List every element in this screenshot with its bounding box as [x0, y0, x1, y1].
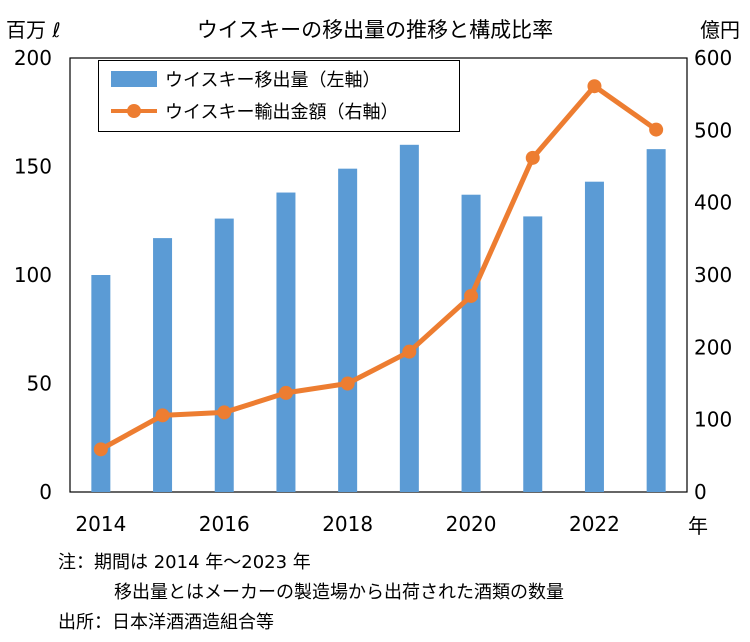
right-tick-300: 300 — [694, 263, 732, 287]
right-tick-200: 200 — [694, 335, 732, 359]
export-point-2017 — [278, 385, 293, 400]
x-tick-2016: 2016 — [199, 512, 250, 536]
bar-2021 — [523, 216, 543, 492]
bar-2014 — [91, 275, 111, 492]
right-tick-400: 400 — [694, 191, 732, 215]
bar-2023 — [646, 149, 666, 492]
left-tick-200: 200 — [14, 46, 52, 70]
export-point-2021 — [525, 150, 540, 165]
note-period: 注：期間は 2014 年～2023 年 — [58, 552, 311, 573]
legend-label-export: ウイスキー輸出金額（右軸） — [165, 102, 399, 123]
x-tick-2014: 2014 — [75, 512, 126, 536]
left-tick-0: 0 — [39, 480, 52, 504]
bar-2016 — [214, 218, 234, 492]
export-point-2023 — [649, 122, 664, 137]
right-tick-500: 500 — [694, 118, 732, 142]
legend-swatch-bar — [111, 71, 157, 87]
bar-2015 — [153, 238, 173, 492]
x-tick-2022: 2022 — [569, 512, 620, 536]
x-axis-unit: 年 — [688, 514, 708, 538]
notes: 注：期間は 2014 年～2023 年 移出量とはメーカーの製造場から出荷された… — [58, 548, 564, 638]
plot-frame — [69, 57, 688, 493]
left-tick-150: 150 — [14, 155, 52, 179]
bar-2020 — [461, 194, 481, 492]
right-axis-unit: 億円 — [700, 18, 740, 42]
left-tick-100: 100 — [14, 263, 52, 287]
export-point-2022 — [587, 79, 602, 94]
legend: ウイスキー移出量（左軸） ウイスキー輸出金額（右軸） — [98, 60, 460, 132]
chart-title: ウイスキーの移出量の推移と構成比率 — [196, 18, 554, 42]
bar-2017 — [276, 192, 296, 493]
right-tick-0: 0 — [694, 480, 707, 504]
legend-swatch-line — [111, 103, 157, 119]
left-axis-unit: 百万 ℓ — [6, 18, 61, 42]
x-tick-2020: 2020 — [446, 512, 497, 536]
export-point-2020 — [464, 288, 479, 303]
bar-2019 — [399, 144, 419, 493]
export-point-2015 — [155, 408, 170, 423]
legend-label-volume: ウイスキー移出量（左軸） — [165, 70, 381, 91]
export-point-2018 — [340, 376, 355, 391]
bar-2022 — [584, 181, 604, 492]
right-tick-100: 100 — [694, 408, 732, 432]
legend-item-volume: ウイスキー移出量（左軸） — [111, 66, 380, 92]
note-definition: 移出量とはメーカーの製造場から出荷された酒類の数量 — [114, 582, 564, 603]
export-point-2019 — [402, 344, 417, 359]
right-tick-600: 600 — [694, 46, 732, 70]
legend-item-export: ウイスキー輸出金額（右軸） — [111, 98, 398, 124]
export-line — [99, 83, 658, 452]
note-source: 出所：日本洋酒酒造組合等 — [58, 612, 274, 633]
export-point-2016 — [217, 405, 232, 420]
x-tick-2018: 2018 — [322, 512, 373, 536]
bar-2018 — [338, 168, 358, 493]
left-tick-50: 50 — [27, 372, 52, 396]
export-point-2014 — [93, 442, 108, 457]
